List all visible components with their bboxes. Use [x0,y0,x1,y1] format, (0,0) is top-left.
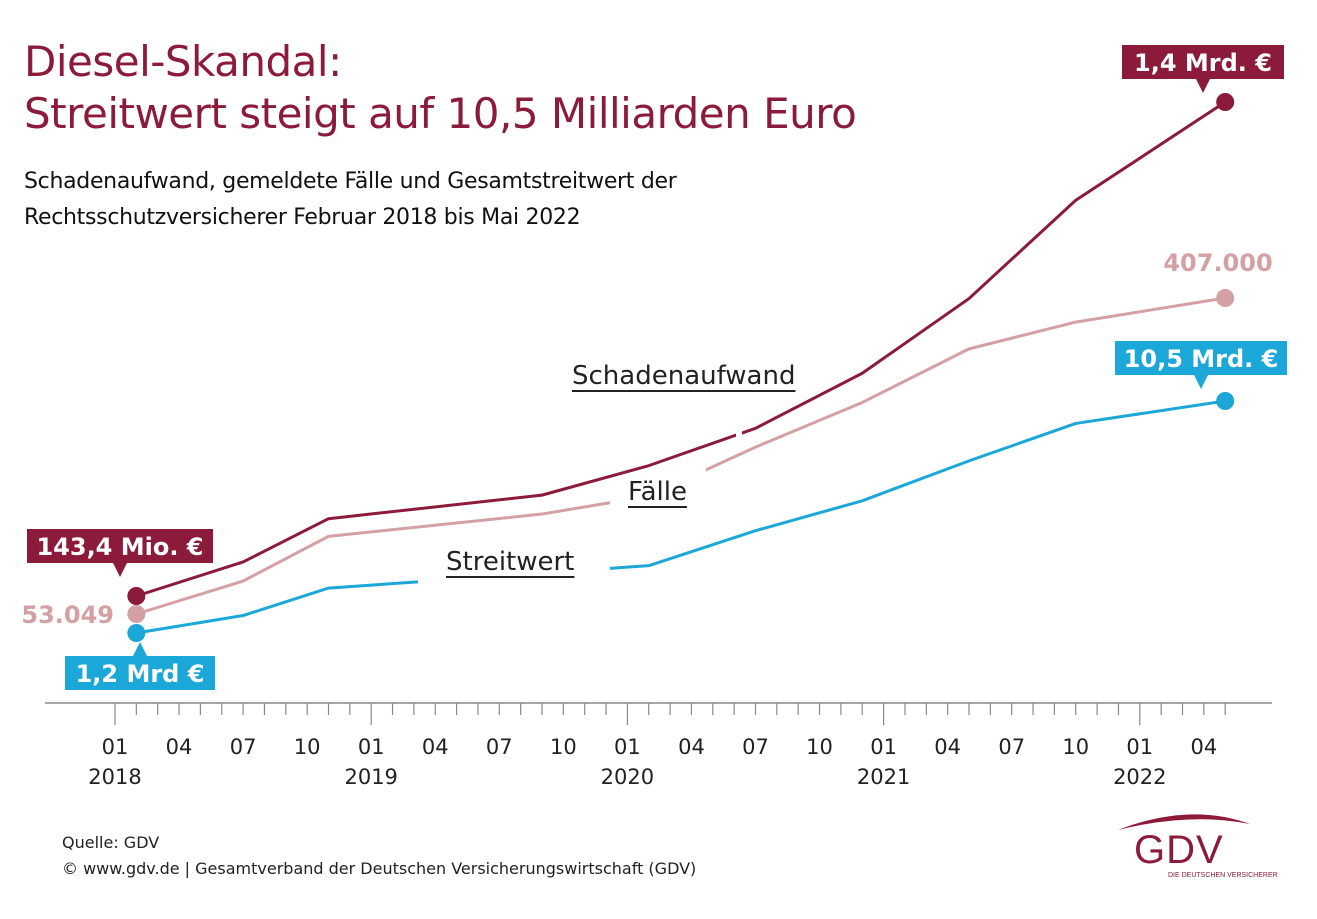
callout-streitwert-end-text: 10,5 Mrd. € [1124,345,1279,373]
series-label-faelle: Fälle [628,477,687,507]
callout-schadenaufwand-start-text: 143,4 Mio. € [36,533,203,561]
x-tick-label-year: 2018 [88,765,141,789]
series-label-streitwert: Streitwert [446,547,574,577]
callout-streitwert-start-pointer [133,642,147,656]
series-line-schadenaufwand [135,100,1227,598]
faelle-start-label: 53.049 [21,601,114,629]
x-tick-label-month: 10 [1062,735,1089,759]
x-tick-label-month: 01 [102,735,129,759]
x-tick-label-month: 01 [870,735,897,759]
x-tick-label-month: 01 [358,735,385,759]
x-tick-label-month: 10 [806,735,833,759]
chart-subtitle: Schadenaufwand, gemeldete Fälle und Gesa… [24,164,677,236]
copyright-note: © www.gdv.de | Gesamtverband der Deutsch… [62,859,697,878]
series-line-streitwert [136,399,1226,635]
data-point-end-streitwert [1216,392,1235,410]
x-tick-label-month: 04 [1190,735,1217,759]
x-tick-label-month: 04 [166,735,193,759]
callout-schadenaufwand-end-box [1122,45,1284,79]
chart-title: Diesel-Skandal: Streitwert steigt auf 10… [24,36,857,140]
x-tick-label-month: 04 [422,735,449,759]
footer: Quelle: GDV © www.gdv.de | Gesamtverband… [62,830,696,882]
x-tick-label-month: 01 [614,735,641,759]
faelle-end-label: 407.000 [1163,249,1272,277]
x-tick-label-year: 2021 [857,765,910,789]
subtitle-line-2: Rechtsschutzversicherer Februar 2018 bis… [24,205,581,230]
x-tick-label-year: 2020 [601,765,654,789]
callout-streitwert-start-box [65,656,215,690]
x-tick-label-month: 07 [486,735,513,759]
data-point-start-faelle [127,605,146,623]
callout-schadenaufwand-end-pointer [1196,79,1210,93]
title-line-1: Diesel-Skandal: [24,37,342,86]
title-line-2: Streitwert steigt auf 10,5 Milliarden Eu… [24,89,857,138]
x-tick-label-month: 10 [294,735,321,759]
x-tick-label-year: 2019 [344,765,397,789]
source-note: Quelle: GDV [62,833,160,852]
x-tick-label-month: 10 [550,735,577,759]
x-tick-label-month: 07 [742,735,769,759]
data-point-end-faelle [1216,289,1235,307]
series-label-schadenaufwand: Schadenaufwand [572,361,795,391]
subtitle-line-1: Schadenaufwand, gemeldete Fälle und Gesa… [24,169,677,194]
x-tick-label-month: 04 [678,735,705,759]
gdv-logo: GDV DIE DEUTSCHEN VERSICHERER [1110,806,1290,886]
data-point-end-schadenaufwand [1216,93,1235,111]
logo-arc-icon [1118,814,1250,830]
x-tick-label-year: 2022 [1113,765,1166,789]
logo-tagline: DIE DEUTSCHEN VERSICHERER [1168,872,1278,879]
x-tick-label-month: 04 [934,735,961,759]
callout-streitwert-end-box [1115,341,1287,375]
callout-streitwert-start-text: 1,2 Mrd € [76,660,205,688]
callout-schadenaufwand-start-box [27,529,213,563]
data-point-start-schadenaufwand [127,587,146,605]
data-point-start-streitwert [127,624,146,642]
x-tick-label-month: 07 [230,735,257,759]
callout-schadenaufwand-end-text: 1,4 Mrd. € [1134,49,1272,77]
x-tick-label-month: 07 [998,735,1025,759]
logo-text: GDV [1134,828,1224,872]
callout-streitwert-end-pointer [1194,375,1208,389]
callout-schadenaufwand-start-pointer [113,563,127,577]
x-tick-label-month: 01 [1126,735,1153,759]
